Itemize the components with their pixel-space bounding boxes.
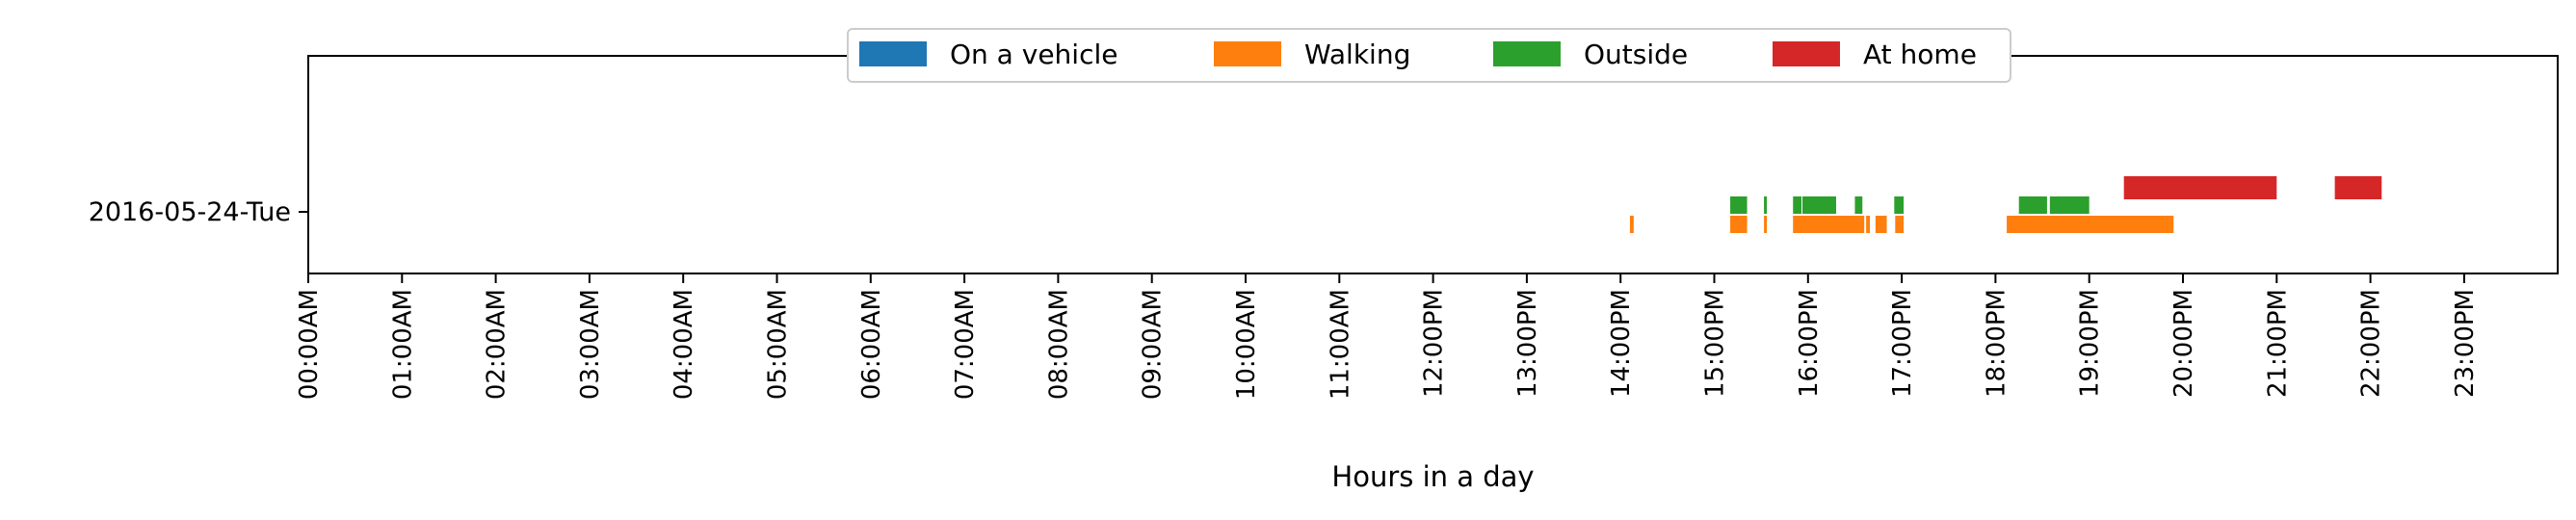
bar-walking-4 — [1866, 216, 1871, 233]
x-tick-label-21: 21:00PM — [2263, 289, 2292, 398]
bar-outside-5 — [1894, 196, 1905, 214]
legend-box — [847, 28, 2011, 83]
x-tick-label-8: 08:00AM — [1044, 289, 1073, 400]
legend-label-outside: Outside — [1584, 39, 1688, 70]
x-tick-label-12: 12:00PM — [1420, 289, 1449, 398]
bar-outside-7 — [2049, 196, 2090, 214]
legend-swatch-at-home — [1773, 41, 1840, 66]
bar-outside-6 — [2018, 196, 2047, 214]
x-tick-label-7: 07:00AM — [951, 289, 980, 400]
bar-walking-6 — [1895, 216, 1905, 233]
legend-swatch-outside — [1493, 41, 1561, 66]
x-tick-label-1: 01:00AM — [388, 289, 417, 400]
y-axis: 2016-05-24-Tue — [89, 197, 308, 227]
legend-label-at-home: At home — [1863, 39, 1977, 70]
x-tick-label-5: 05:00AM — [764, 289, 793, 400]
x-tick-label-10: 10:00AM — [1232, 289, 1261, 400]
x-tick-label-19: 19:00PM — [2076, 289, 2105, 398]
legend-label-on-a-vehicle: On a vehicle — [950, 39, 1117, 70]
x-tick-label-0: 00:00AM — [295, 289, 324, 400]
legend: On a vehicle Walking Outside At home — [847, 28, 2011, 83]
x-tick-label-2: 02:00AM — [483, 289, 512, 400]
bar-walking-1 — [1730, 216, 1748, 233]
bar-outside-1 — [1764, 196, 1768, 214]
x-tick-label-4: 04:00AM — [670, 289, 698, 400]
x-axis: 00:00AM 01:00AM 02:00AM 03:00AM 04:00AM 05:00… — [295, 273, 2480, 400]
x-tick-label-3: 03:00AM — [576, 289, 605, 400]
x-tick-label-18: 18:00PM — [1982, 289, 2011, 398]
bar-walking-2 — [1764, 216, 1768, 233]
bar-walking-7 — [2007, 216, 2174, 233]
x-tick-label-15: 15:00PM — [1701, 289, 1730, 398]
bar-walking-0 — [1629, 216, 1634, 233]
timeline-bars — [1629, 176, 2382, 233]
plot-frame — [307, 55, 2559, 274]
x-tick-label-20: 20:00PM — [2169, 289, 2198, 398]
bar-at-home-0 — [2123, 176, 2277, 199]
bar-walking-5 — [1875, 216, 1887, 233]
x-tick-label-14: 14:00PM — [1607, 289, 1636, 398]
x-tick-label-13: 13:00PM — [1513, 289, 1542, 398]
bar-outside-2 — [1793, 196, 1801, 214]
x-tick-label-23: 23:00PM — [2451, 289, 2480, 398]
bar-outside-4 — [1854, 196, 1863, 214]
x-tick-label-17: 17:00PM — [1888, 289, 1917, 398]
x-tick-label-6: 06:00AM — [857, 289, 886, 400]
x-tick-label-9: 09:00AM — [1139, 289, 1168, 400]
y-tick-label-0: 2016-05-24-Tue — [89, 197, 291, 227]
bar-at-home-1 — [2334, 176, 2382, 199]
x-tick-label-11: 11:00AM — [1326, 289, 1354, 400]
legend-swatch-walking — [1214, 41, 1281, 66]
legend-label-walking: Walking — [1304, 39, 1410, 70]
bar-outside-3 — [1801, 196, 1836, 214]
x-tick-label-16: 16:00PM — [1795, 289, 1824, 398]
legend-swatch-on-a-vehicle — [859, 41, 927, 66]
bar-walking-3 — [1793, 216, 1865, 233]
x-tick-label-22: 22:00PM — [2357, 289, 2386, 398]
bar-outside-0 — [1730, 196, 1748, 214]
x-axis-title: Hours in a day — [1331, 460, 1534, 493]
